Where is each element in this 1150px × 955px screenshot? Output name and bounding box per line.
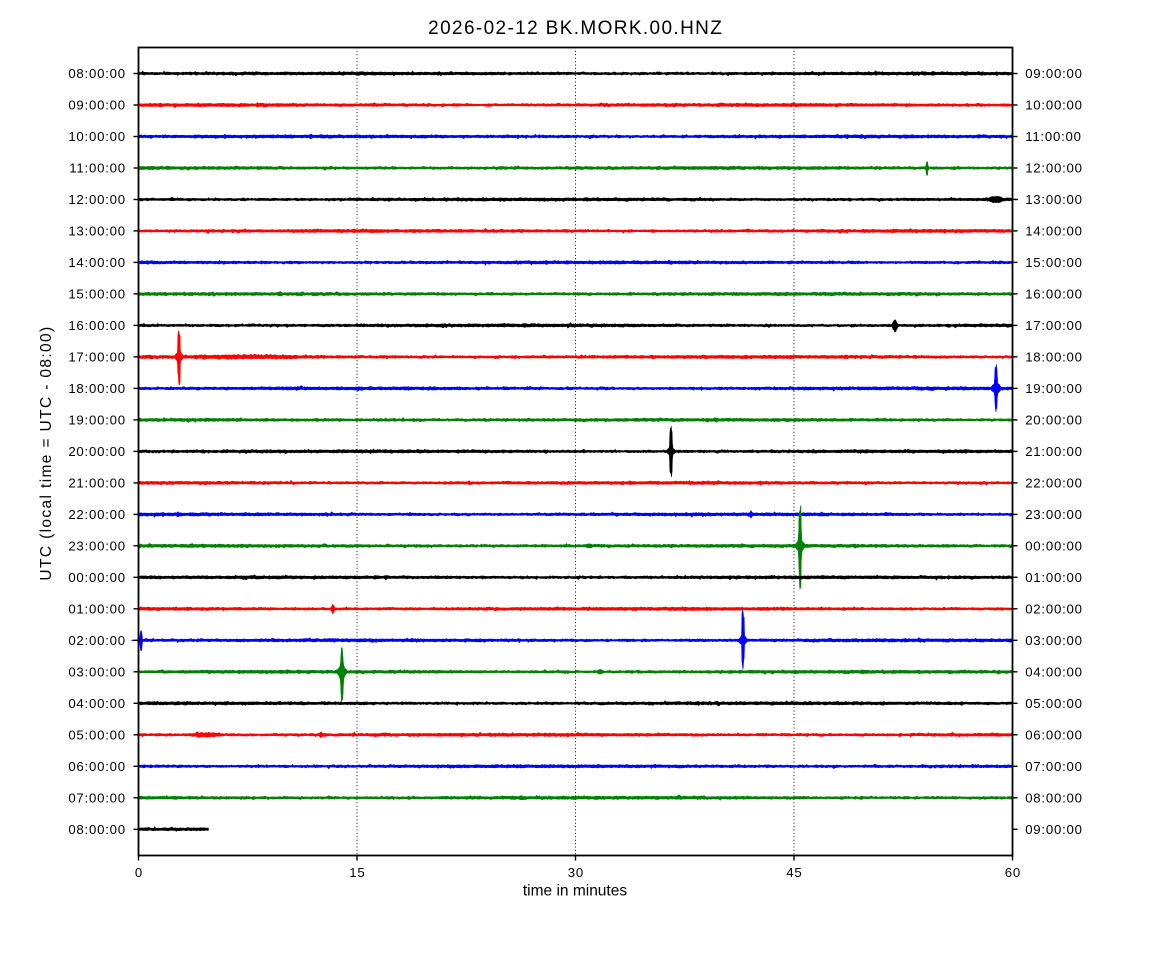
- svg-text:09:00:00: 09:00:00: [1025, 822, 1083, 837]
- svg-text:19:00:00: 19:00:00: [68, 413, 126, 428]
- svg-text:12:00:00: 12:00:00: [1025, 161, 1083, 176]
- svg-text:17:00:00: 17:00:00: [68, 350, 126, 365]
- svg-text:03:00:00: 03:00:00: [68, 664, 126, 679]
- svg-text:11:00:00: 11:00:00: [1025, 129, 1082, 144]
- svg-text:18:00:00: 18:00:00: [68, 381, 126, 396]
- svg-text:09:00:00: 09:00:00: [1025, 66, 1083, 81]
- svg-text:08:00:00: 08:00:00: [1025, 790, 1083, 805]
- svg-text:04:00:00: 04:00:00: [68, 696, 126, 711]
- svg-text:15:00:00: 15:00:00: [68, 287, 126, 302]
- svg-text:60: 60: [1005, 865, 1021, 880]
- svg-text:06:00:00: 06:00:00: [1025, 727, 1083, 742]
- svg-text:23:00:00: 23:00:00: [1025, 507, 1083, 522]
- svg-text:00:00:00: 00:00:00: [68, 570, 126, 585]
- svg-text:15: 15: [349, 865, 365, 880]
- svg-text:11:00:00: 11:00:00: [69, 161, 126, 176]
- svg-text:19:00:00: 19:00:00: [1025, 381, 1083, 396]
- svg-text:01:00:00: 01:00:00: [1025, 570, 1083, 585]
- svg-text:13:00:00: 13:00:00: [68, 224, 126, 239]
- svg-text:23:00:00: 23:00:00: [68, 538, 126, 553]
- svg-text:2026-02-12 BK.MORK.00.HNZ: 2026-02-12 BK.MORK.00.HNZ: [428, 18, 723, 39]
- svg-text:16:00:00: 16:00:00: [1025, 287, 1083, 302]
- svg-text:20:00:00: 20:00:00: [1025, 413, 1083, 428]
- svg-text:14:00:00: 14:00:00: [68, 255, 126, 270]
- svg-text:01:00:00: 01:00:00: [68, 601, 126, 616]
- svg-text:07:00:00: 07:00:00: [1025, 759, 1083, 774]
- svg-text:20:00:00: 20:00:00: [68, 444, 126, 459]
- svg-text:UTC (local time = UTC - 08:00): UTC (local time = UTC - 08:00): [38, 325, 55, 580]
- svg-text:13:00:00: 13:00:00: [1025, 192, 1083, 207]
- svg-text:14:00:00: 14:00:00: [1025, 224, 1083, 239]
- svg-text:10:00:00: 10:00:00: [1025, 98, 1083, 113]
- svg-text:30: 30: [568, 865, 584, 880]
- svg-text:18:00:00: 18:00:00: [1025, 350, 1083, 365]
- svg-text:12:00:00: 12:00:00: [68, 192, 126, 207]
- svg-text:22:00:00: 22:00:00: [68, 507, 126, 522]
- svg-text:22:00:00: 22:00:00: [1025, 476, 1083, 491]
- svg-text:21:00:00: 21:00:00: [1025, 444, 1083, 459]
- svg-text:00:00:00: 00:00:00: [1025, 538, 1083, 553]
- svg-text:10:00:00: 10:00:00: [68, 129, 126, 144]
- svg-text:07:00:00: 07:00:00: [68, 790, 126, 805]
- svg-text:16:00:00: 16:00:00: [68, 318, 126, 333]
- svg-text:45: 45: [786, 865, 802, 880]
- svg-text:02:00:00: 02:00:00: [1025, 601, 1083, 616]
- svg-text:08:00:00: 08:00:00: [68, 822, 126, 837]
- svg-text:21:00:00: 21:00:00: [68, 476, 126, 491]
- svg-text:03:00:00: 03:00:00: [1025, 633, 1083, 648]
- svg-text:05:00:00: 05:00:00: [1025, 696, 1083, 711]
- svg-text:17:00:00: 17:00:00: [1025, 318, 1083, 333]
- svg-text:15:00:00: 15:00:00: [1025, 255, 1083, 270]
- svg-text:time in minutes: time in minutes: [523, 882, 627, 899]
- svg-text:0: 0: [135, 865, 143, 880]
- svg-text:02:00:00: 02:00:00: [68, 633, 126, 648]
- svg-text:08:00:00: 08:00:00: [68, 66, 126, 81]
- svg-text:06:00:00: 06:00:00: [68, 759, 126, 774]
- svg-text:05:00:00: 05:00:00: [68, 727, 126, 742]
- svg-text:09:00:00: 09:00:00: [68, 98, 126, 113]
- svg-text:04:00:00: 04:00:00: [1025, 664, 1083, 679]
